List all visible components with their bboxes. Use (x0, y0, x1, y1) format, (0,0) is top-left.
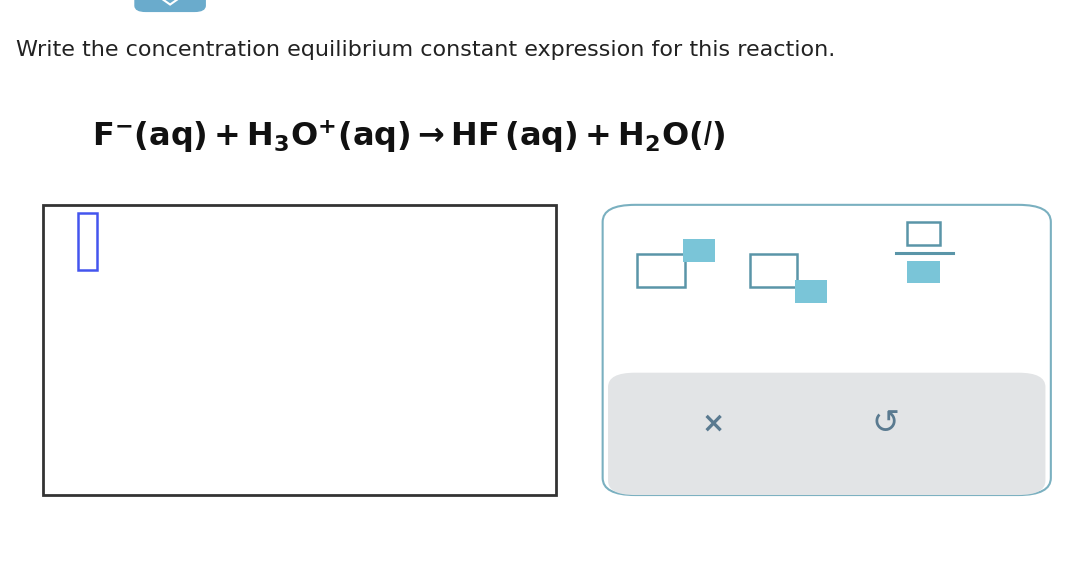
Bar (78, 213, 97, 270)
Bar (683, 239, 715, 262)
Text: Write the concentration equilibrium constant expression for this reaction.: Write the concentration equilibrium cons… (16, 40, 836, 60)
Text: ↺: ↺ (872, 407, 900, 440)
Text: $\mathbf{F}^{\mathbf{-}}\mathbf{(aq)+H_3O^{+}(aq) \rightarrow HF\,(aq)+H_2O(\mat: $\mathbf{F}^{\mathbf{-}}\mathbf{(aq)+H_3… (92, 118, 726, 155)
Bar (637, 254, 685, 287)
Bar (907, 261, 940, 283)
FancyBboxPatch shape (135, 0, 205, 11)
Bar (43, 205, 556, 495)
Bar (750, 254, 797, 287)
FancyBboxPatch shape (608, 373, 1045, 495)
Bar (795, 280, 827, 303)
FancyBboxPatch shape (603, 205, 1051, 495)
Text: ×: × (701, 410, 725, 438)
Bar (907, 222, 940, 245)
